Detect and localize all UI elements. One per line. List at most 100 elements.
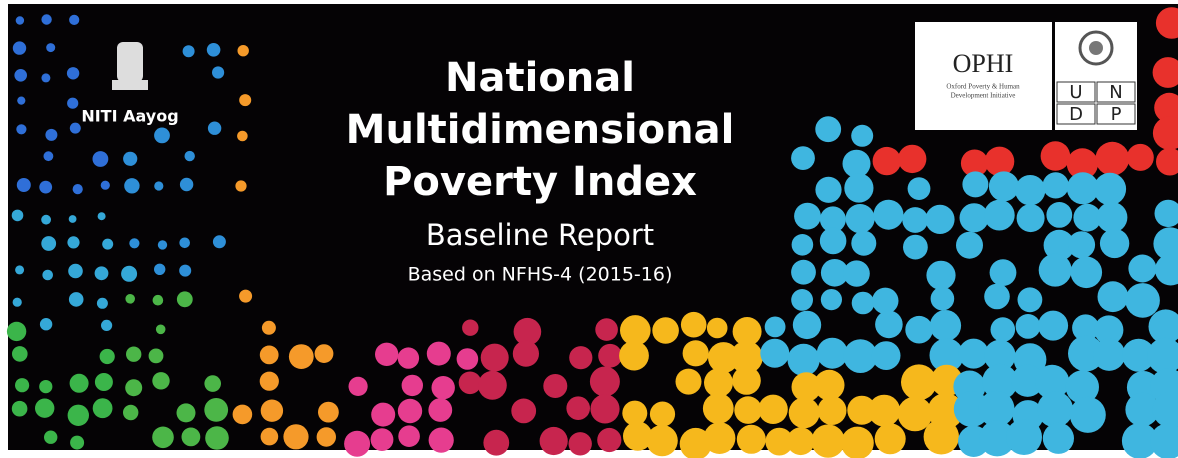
source-note: Based on NFHS-4 (2015-16) (408, 264, 673, 286)
dot (402, 375, 423, 396)
dot (212, 66, 224, 78)
dot (1097, 202, 1128, 233)
dot (984, 200, 1015, 231)
dot (158, 240, 167, 249)
dot (704, 422, 736, 454)
dot (35, 399, 54, 418)
dot (125, 379, 142, 396)
dot (566, 396, 590, 420)
dot (815, 116, 841, 142)
dot (46, 43, 55, 52)
dot (14, 69, 27, 82)
dot (924, 419, 959, 454)
dot (569, 432, 592, 455)
dot (12, 210, 24, 222)
dot (872, 288, 898, 314)
dot (69, 215, 77, 223)
dot (676, 369, 702, 395)
dot (152, 372, 169, 389)
dot (235, 180, 246, 191)
dot (97, 298, 108, 309)
dot (154, 264, 165, 275)
undp-letter: P (1111, 104, 1122, 125)
dot (154, 181, 163, 190)
ophi-line: Oxford Poverty & Human (946, 83, 1020, 91)
dot (903, 235, 928, 260)
dot (875, 423, 906, 454)
dot (39, 181, 52, 194)
dot (318, 402, 339, 423)
dot (207, 43, 221, 57)
dot (260, 372, 279, 391)
dot (985, 147, 1015, 177)
dot (15, 265, 24, 274)
dot (432, 376, 455, 399)
dot (123, 152, 137, 166)
dot (429, 428, 454, 453)
dot (908, 177, 931, 200)
dot (93, 151, 109, 167)
dot (843, 260, 869, 286)
dot (12, 401, 28, 417)
dot (815, 177, 841, 203)
dot (569, 346, 592, 369)
dot (69, 292, 84, 307)
dot (478, 371, 507, 400)
dot (102, 239, 113, 250)
dot (991, 317, 1016, 342)
dot (794, 203, 821, 230)
dot (68, 405, 89, 426)
dot (183, 45, 195, 57)
dot (989, 171, 1019, 201)
dot (182, 428, 201, 447)
dot (868, 395, 900, 427)
dot (1071, 257, 1103, 289)
dot (95, 266, 109, 280)
dot (427, 342, 451, 366)
dot (984, 284, 1010, 310)
dot (619, 341, 649, 371)
dot (844, 173, 873, 202)
dot (180, 178, 193, 191)
dot (791, 289, 813, 311)
ophi-name: OPHI (953, 49, 1014, 78)
dot (67, 67, 79, 79)
ophi-logo: OPHI Oxford Poverty & Human Development … (915, 22, 1052, 130)
dot (457, 348, 479, 370)
dot (1093, 339, 1125, 371)
dot (925, 205, 954, 234)
dot (344, 431, 370, 457)
dot (1070, 397, 1106, 433)
dot (1015, 175, 1045, 205)
ophi-line: Development Initiative (951, 92, 1016, 100)
dot (124, 178, 139, 193)
dot (16, 124, 26, 134)
dot (126, 347, 141, 362)
dot (205, 426, 229, 450)
dot (791, 260, 816, 285)
dot (1017, 204, 1045, 232)
dot (513, 341, 539, 367)
dot (7, 322, 26, 341)
dot (93, 398, 113, 418)
dot (841, 427, 874, 458)
dot (793, 311, 821, 339)
dot (873, 147, 901, 175)
dot (185, 151, 195, 161)
dot (16, 16, 24, 24)
dot (590, 394, 619, 423)
dot (156, 325, 166, 335)
dot (100, 349, 115, 364)
dot (123, 405, 138, 420)
banner: NITI Aayog National Multidimensional Pov… (0, 0, 1178, 458)
dot (261, 400, 283, 422)
undp-logo: UNDP (1055, 22, 1137, 130)
dot (41, 14, 51, 24)
dot (787, 427, 815, 455)
dot (179, 238, 190, 249)
dot (45, 129, 57, 141)
dot (261, 428, 279, 446)
dot (1094, 173, 1126, 205)
dot (70, 374, 89, 393)
dot (69, 15, 79, 25)
